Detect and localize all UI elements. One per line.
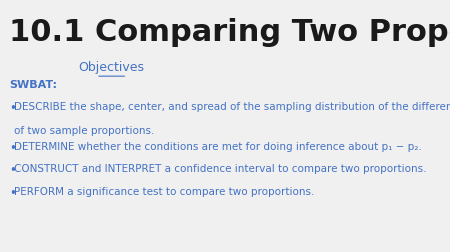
Text: •: •	[9, 186, 16, 199]
Text: PERFORM a significance test to compare two proportions.: PERFORM a significance test to compare t…	[14, 186, 314, 197]
Text: CONSTRUCT and INTERPRET a confidence interval to compare two proportions.: CONSTRUCT and INTERPRET a confidence int…	[14, 164, 426, 174]
Text: SWBAT:: SWBAT:	[9, 79, 57, 89]
Text: •: •	[9, 102, 16, 115]
Text: DESCRIBE the shape, center, and spread of the sampling distribution of the diffe: DESCRIBE the shape, center, and spread o…	[14, 102, 450, 112]
Text: of two sample proportions.: of two sample proportions.	[14, 125, 154, 135]
Text: •: •	[9, 141, 16, 154]
Text: 10.1 Comparing Two Proportions: 10.1 Comparing Two Proportions	[9, 18, 450, 47]
Text: Objectives: Objectives	[79, 60, 145, 73]
Text: •: •	[9, 164, 16, 177]
Text: DETERMINE whether the conditions are met for doing inference about p₁ − p₂.: DETERMINE whether the conditions are met…	[14, 141, 422, 151]
